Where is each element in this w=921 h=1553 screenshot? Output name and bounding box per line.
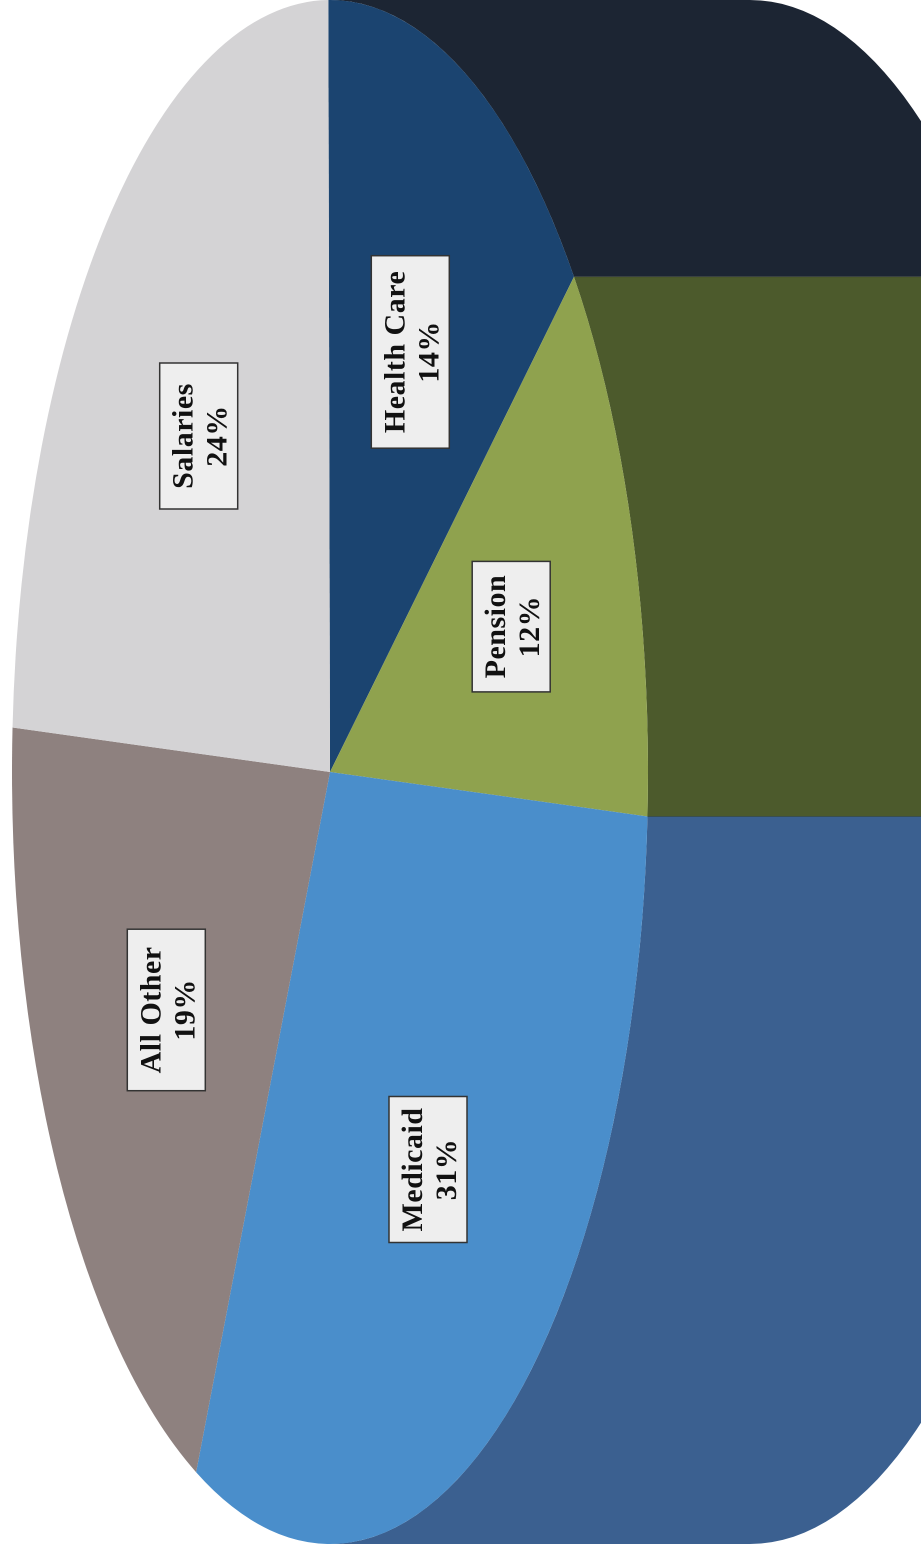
slice-label-percent: 14% [412,321,445,383]
slice-label-name: All Other [134,946,167,1073]
slice-label-name: Medicaid [396,1108,429,1232]
pie-depth [330,0,921,1544]
slice-label-box [126,928,207,1092]
slice-label-box [370,254,451,449]
slice-label-name: Health Care [378,271,411,433]
slice-label-salaries: Salaries 24% [158,362,239,510]
pie-side-pension [573,276,921,817]
slice-label-box [471,560,551,693]
pie-labels: Health Care 14% Pension 12% Medicaid 31% All O… [126,254,551,1244]
slice-label-box [158,362,239,510]
pie-side-medicaid [330,816,921,1544]
slice-label-percent: 12% [513,596,546,658]
slice-label-percent: 19% [168,979,201,1041]
pie-top [12,0,648,1544]
slice-label-percent: 24% [201,405,234,467]
slice-label-all-other: All Other 19% [126,928,207,1092]
pie-slice-pension [330,276,648,817]
slice-label-pension: Pension 12% [471,560,551,693]
slice-label-name: Salaries [167,383,200,489]
slice-label-percent: 31% [430,1139,463,1201]
slice-label-medicaid: Medicaid 31% [388,1095,468,1244]
pie-slice-health-care [328,0,574,772]
pie-side-health-care [330,0,921,277]
slice-label-box [388,1095,468,1244]
slice-label-health-care: Health Care 14% [370,254,451,449]
pie-slice-all-other [12,727,330,1473]
slice-label-name: Pension [479,575,512,679]
